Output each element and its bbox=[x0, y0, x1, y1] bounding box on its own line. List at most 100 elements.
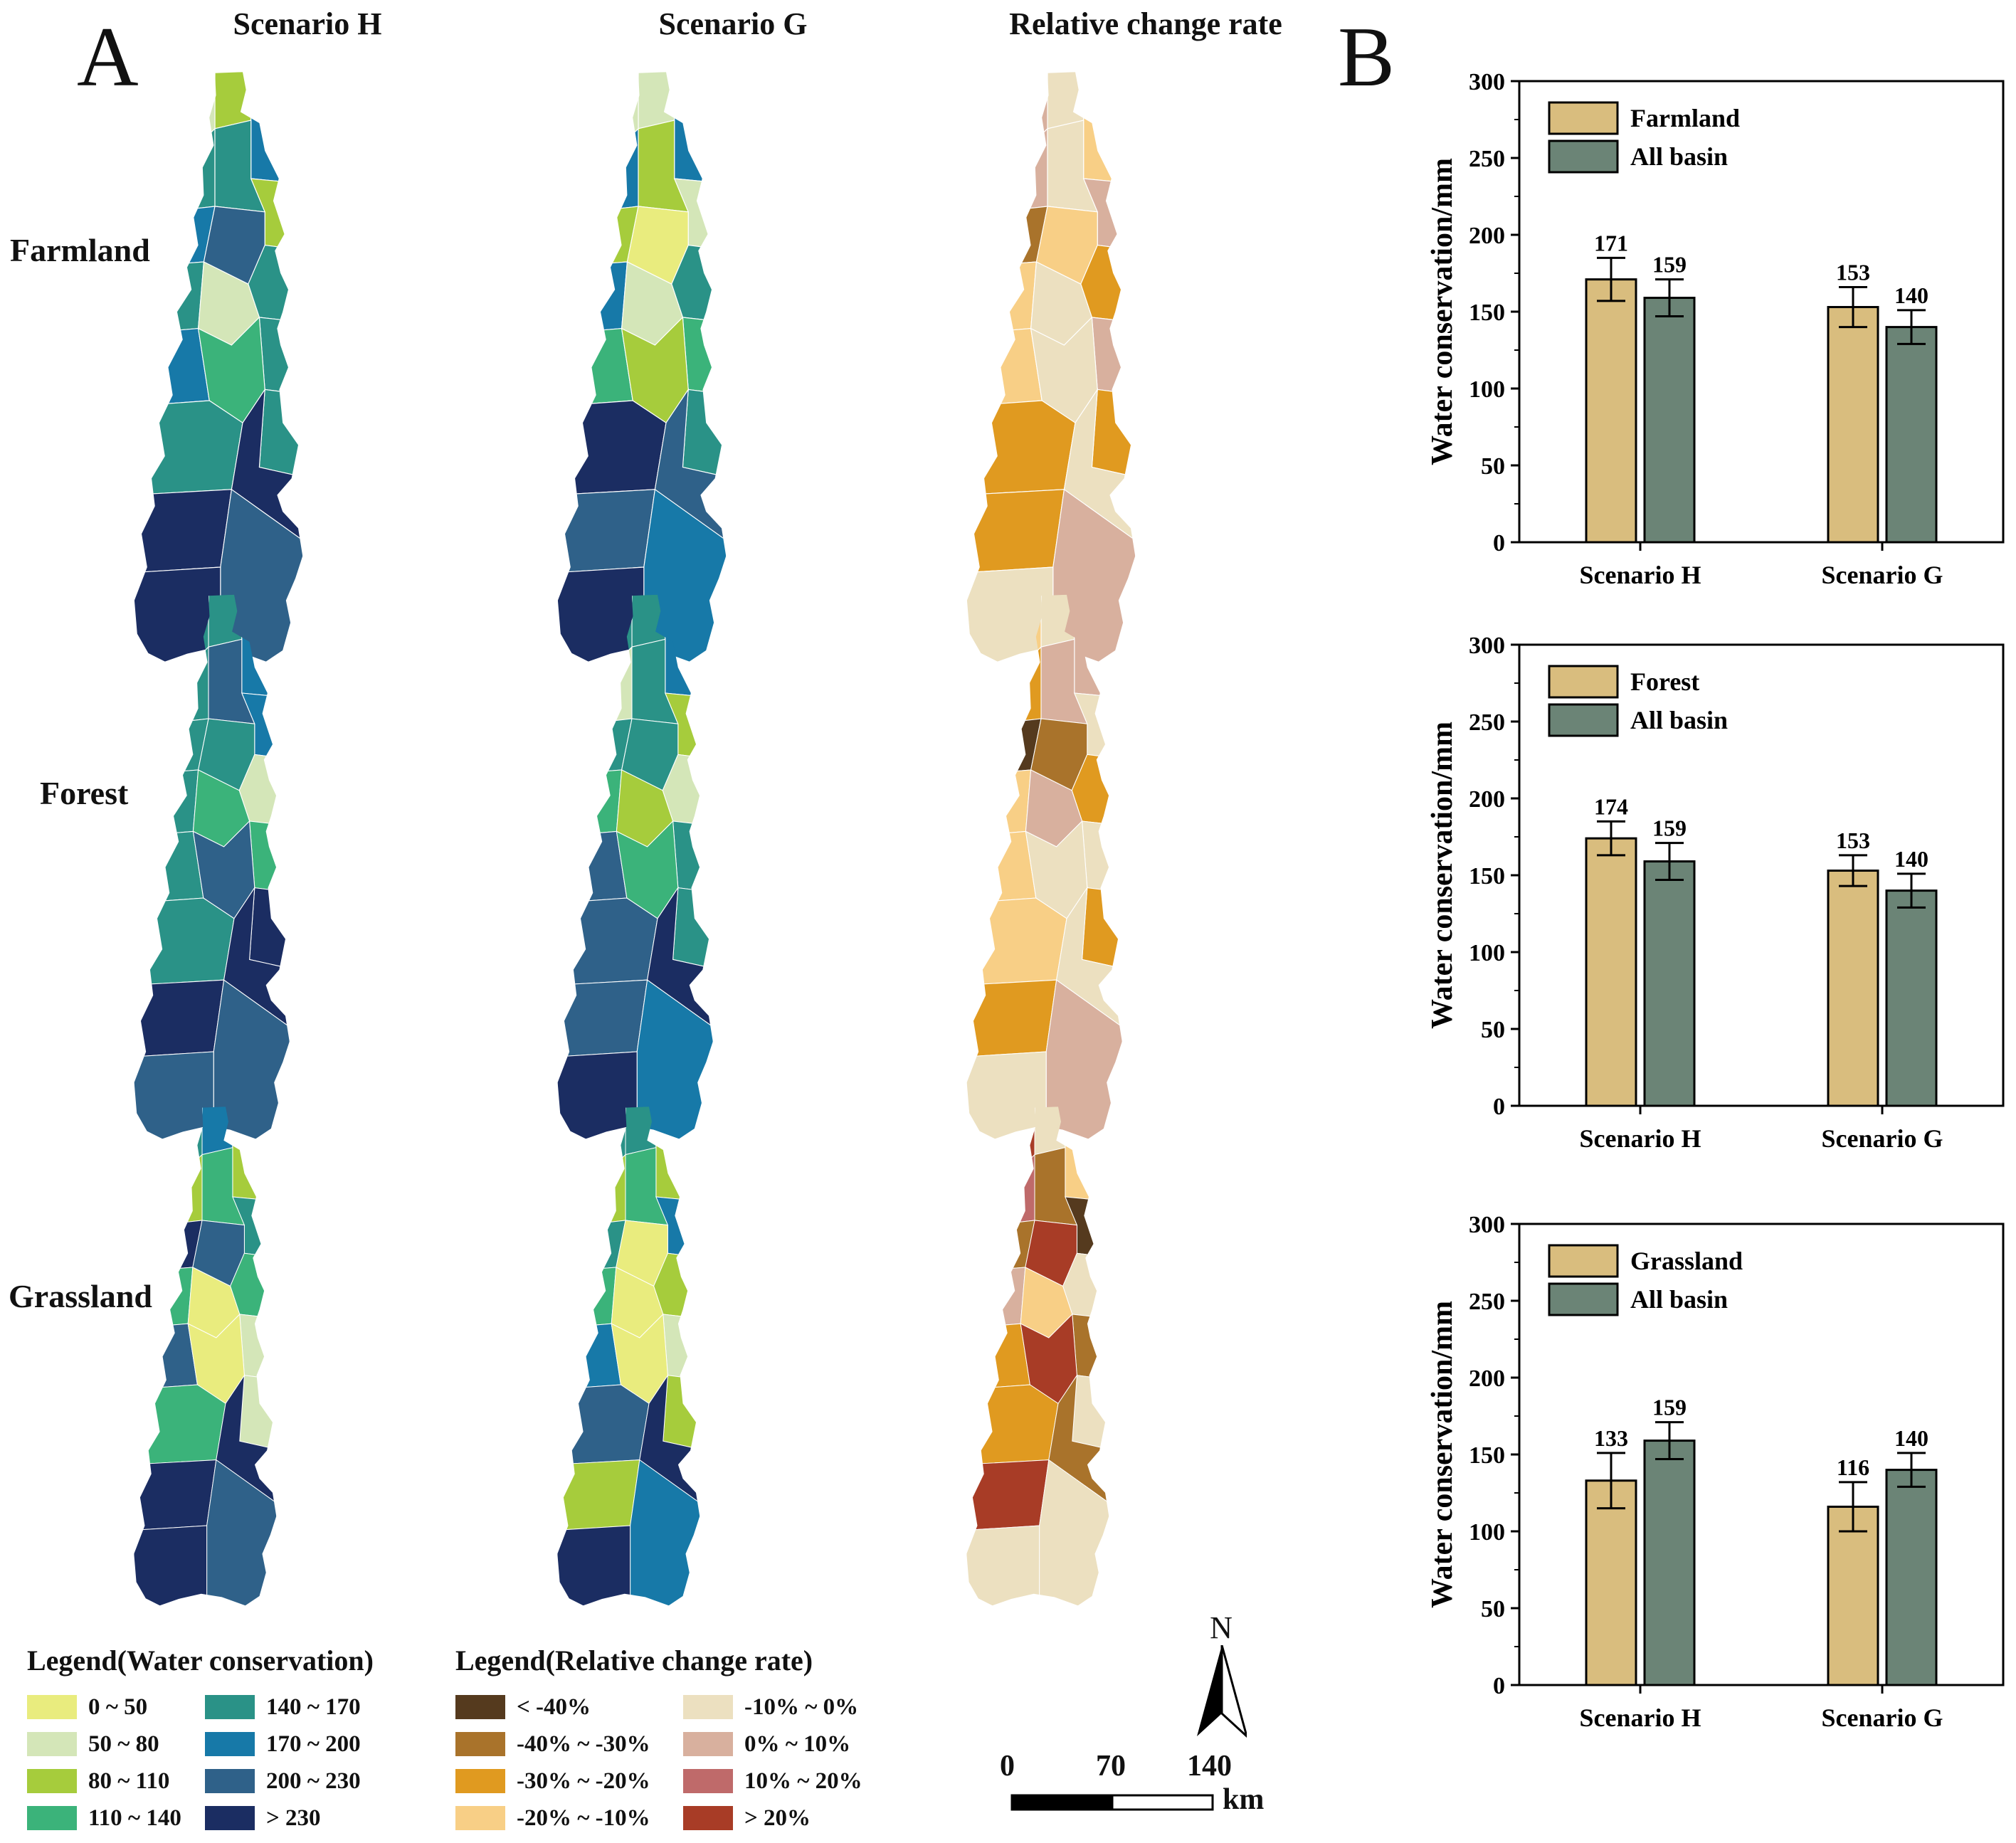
legend-rc-swatch bbox=[455, 1695, 505, 1719]
legend-rc-label: 0% ~ 10% bbox=[744, 1731, 851, 1757]
scale-tick-70: 70 bbox=[1096, 1750, 1126, 1783]
north-arrow-icon bbox=[1197, 1645, 1247, 1738]
value-label: 116 bbox=[1837, 1454, 1869, 1480]
legend-wc-item: 170 ~ 200 bbox=[205, 1731, 361, 1758]
value-label: 171 bbox=[1594, 230, 1628, 255]
value-label: 159 bbox=[1652, 815, 1687, 841]
legend-wc-swatch bbox=[205, 1695, 255, 1719]
value-label: 174 bbox=[1594, 793, 1628, 819]
y-tick-label: 300 bbox=[1469, 69, 1505, 95]
y-tick-label: 100 bbox=[1469, 940, 1505, 966]
legend-wc-label: 170 ~ 200 bbox=[266, 1731, 361, 1757]
legend-wc-label: 110 ~ 140 bbox=[88, 1805, 181, 1831]
sub-basin bbox=[630, 1459, 700, 1606]
bar-all-basin bbox=[1885, 1469, 1938, 1686]
value-label: 153 bbox=[1836, 259, 1870, 285]
legend-swatch bbox=[1548, 1244, 1619, 1278]
legend-rc-label: < -40% bbox=[517, 1694, 591, 1720]
column-header-change-rate: Relative change rate bbox=[1009, 6, 1282, 41]
legend-rc-label: -40% ~ -30% bbox=[517, 1731, 650, 1757]
legend-rc-label: 10% ~ 20% bbox=[744, 1768, 862, 1794]
y-tick-label: 0 bbox=[1493, 530, 1505, 556]
legend-rc-item: -40% ~ -30% bbox=[455, 1731, 650, 1758]
column-header-scenario-h: Scenario H bbox=[233, 6, 382, 41]
sub-basin bbox=[134, 1051, 214, 1139]
bar-chart-grassland: 0 50 100 150 200 250 300 Water conservation/mm 1… bbox=[1426, 1212, 2005, 1732]
sub-basin bbox=[134, 1525, 208, 1606]
sub-basin bbox=[636, 979, 713, 1139]
value-label: 140 bbox=[1894, 282, 1928, 308]
legend-rc-swatch bbox=[455, 1769, 505, 1793]
y-tick-label: 50 bbox=[1481, 1596, 1505, 1622]
legend-wc-item: 80 ~ 110 bbox=[27, 1768, 169, 1795]
sub-basin bbox=[1039, 1459, 1109, 1606]
legend-rc-item: 10% ~ 20% bbox=[683, 1768, 862, 1795]
y-tick-label: 150 bbox=[1469, 863, 1505, 889]
legend-label: All basin bbox=[1630, 1285, 1728, 1314]
bar-farmland bbox=[1585, 278, 1637, 544]
legend-wc-item: 110 ~ 140 bbox=[27, 1805, 181, 1832]
scale-bar bbox=[1010, 1794, 1214, 1811]
x-tick-label: Scenario G bbox=[1822, 1704, 1943, 1732]
legend-swatch bbox=[1548, 665, 1619, 699]
legend-swatch bbox=[1548, 1282, 1619, 1316]
y-tick-label: 300 bbox=[1469, 1212, 1505, 1238]
bar-forest bbox=[1827, 870, 1879, 1107]
row-header-farmland: Farmland bbox=[10, 232, 150, 268]
legend-wc-swatch bbox=[27, 1695, 77, 1719]
legend-rc-swatch bbox=[683, 1732, 733, 1756]
sub-basin bbox=[134, 566, 221, 662]
panel-b-letter: B bbox=[1338, 9, 1395, 104]
legend-wc-label: > 230 bbox=[266, 1805, 321, 1831]
legend-rc-swatch bbox=[683, 1806, 733, 1830]
legend-rc-label: -30% ~ -20% bbox=[517, 1768, 650, 1794]
sub-basin bbox=[206, 1459, 277, 1606]
y-tick-label: 150 bbox=[1469, 300, 1505, 326]
y-tick-label: 50 bbox=[1481, 453, 1505, 480]
x-tick-label: Scenario H bbox=[1580, 1124, 1701, 1153]
legend-rc-item: > 20% bbox=[683, 1805, 811, 1832]
value-label: 140 bbox=[1894, 846, 1928, 872]
legend-swatch bbox=[1548, 101, 1619, 135]
y-tick-label: 150 bbox=[1469, 1442, 1505, 1469]
legend-swatch bbox=[1548, 703, 1619, 737]
row-header-grassland: Grassland bbox=[9, 1278, 152, 1314]
bar-all-basin bbox=[1643, 1440, 1696, 1686]
y-tick-label: 0 bbox=[1493, 1673, 1505, 1699]
legend-rc-label: > 20% bbox=[744, 1805, 811, 1831]
legend-rc-title: Legend(Relative change rate) bbox=[455, 1644, 813, 1676]
sub-basin bbox=[557, 1051, 638, 1139]
value-label: 159 bbox=[1652, 252, 1687, 278]
legend-label: All basin bbox=[1630, 142, 1728, 171]
x-tick-label: Scenario H bbox=[1580, 1704, 1701, 1732]
legend-rc-item: -20% ~ -10% bbox=[455, 1805, 650, 1832]
legend-wc-item: 0 ~ 50 bbox=[27, 1694, 147, 1721]
panel-a-letter: A bbox=[77, 9, 139, 104]
legend-wc-label: 200 ~ 230 bbox=[266, 1768, 361, 1794]
north-label: N bbox=[1210, 1610, 1233, 1645]
bar-forest bbox=[1585, 837, 1637, 1107]
legend-wc-swatch bbox=[205, 1769, 255, 1793]
legend-relative-change: < -40% -40% ~ -30% -30% ~ -20% -20% ~ -1… bbox=[455, 1694, 897, 1836]
bar-all-basin bbox=[1885, 326, 1938, 544]
bar-all-basin bbox=[1643, 297, 1696, 544]
bar-all-basin bbox=[1643, 860, 1696, 1107]
legend-rc-item: < -40% bbox=[455, 1694, 591, 1721]
legend-wc-item: 50 ~ 80 bbox=[27, 1731, 159, 1758]
y-tick-label: 250 bbox=[1469, 709, 1505, 736]
legend-label: All basin bbox=[1630, 706, 1728, 734]
y-tick-label: 200 bbox=[1469, 223, 1505, 249]
legend-wc-swatch bbox=[205, 1732, 255, 1756]
legend-rc-swatch bbox=[455, 1732, 505, 1756]
legend-wc-swatch bbox=[27, 1806, 77, 1830]
legend-rc-swatch bbox=[683, 1769, 733, 1793]
bar-all-basin bbox=[1885, 889, 1938, 1107]
legend-label: Farmland bbox=[1630, 104, 1740, 132]
x-tick-label: Scenario G bbox=[1822, 1124, 1943, 1153]
sub-basin bbox=[213, 979, 290, 1139]
y-axis-label: Water conservation/mm bbox=[1426, 1301, 1459, 1608]
bar-chart-forest: 0 50 100 150 200 250 300 Water conservation/mm 1… bbox=[1426, 633, 2005, 1153]
legend-wc-title: Legend(Water conservation) bbox=[27, 1644, 374, 1676]
legend-wc-label: 80 ~ 110 bbox=[88, 1768, 170, 1794]
